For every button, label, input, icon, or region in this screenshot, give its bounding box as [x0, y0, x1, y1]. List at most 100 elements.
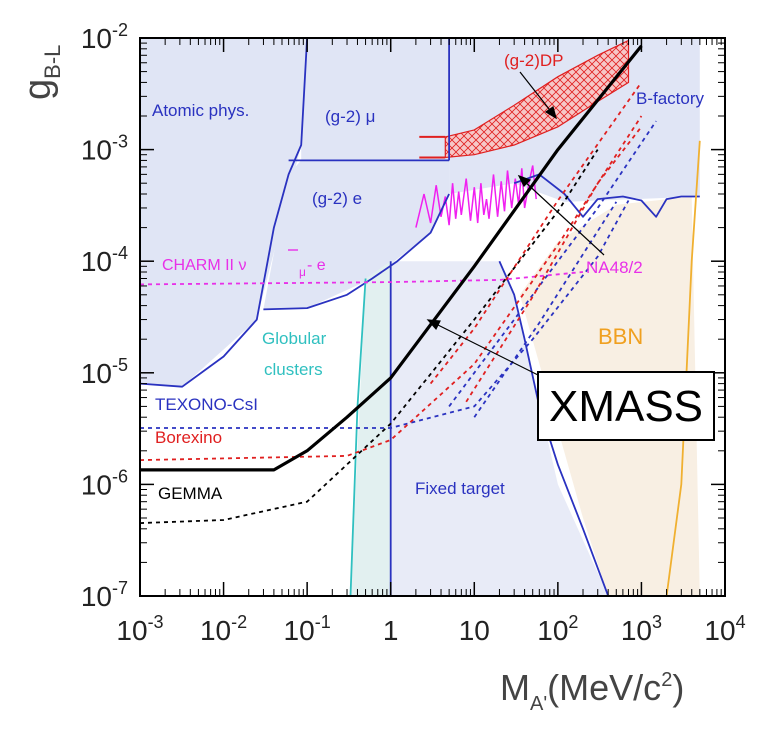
x-tick-label: 103 — [621, 612, 662, 646]
atomic-phys-label: Atomic phys. — [152, 101, 249, 120]
series-gemma — [140, 149, 599, 524]
regions-layer — [140, 38, 725, 596]
y-tick-exp: -2 — [112, 20, 128, 40]
x-tick-base: 10 — [704, 615, 735, 646]
series-charm-ii — [140, 271, 584, 286]
y-tick-base: 10 — [81, 135, 112, 166]
y-axis-label: gB-L — [17, 45, 65, 100]
g2dp-band — [444, 39, 630, 159]
x-label-main: M — [500, 667, 530, 708]
series-xmass — [140, 44, 643, 472]
x-tick-base: 10 — [284, 615, 315, 646]
globular-label-2: clusters — [264, 360, 323, 379]
y-tick-exp: -5 — [112, 355, 128, 375]
globular-label-1: Globular — [262, 329, 327, 348]
series-b-factory — [513, 173, 700, 218]
x-tick-exp: -3 — [148, 612, 164, 632]
x-tick-exp: -2 — [231, 612, 247, 632]
y-tick-label: 10-7 — [81, 578, 128, 612]
x-tick-exp: 2 — [568, 612, 578, 632]
xmass-label: XMASS — [549, 382, 703, 431]
na48-arrowhead — [517, 174, 532, 188]
annotation-arrows — [426, 71, 605, 381]
x-tick-exp: -1 — [315, 612, 331, 632]
y-tick-base: 10 — [81, 246, 112, 277]
x-tick-label: 10 — [459, 615, 490, 646]
svg-text:gB-L: gB-L — [17, 45, 65, 100]
na48-arrow — [522, 179, 605, 256]
x-label-close: ) — [672, 667, 684, 708]
x-tick-exp: 3 — [652, 612, 662, 632]
g2dp-band-layer — [419, 39, 630, 159]
y-tick-base: 10 — [81, 469, 112, 500]
y-tick-label: 10-4 — [81, 243, 128, 277]
xmass-box — [537, 371, 715, 441]
x-label-sup: 2 — [661, 669, 672, 691]
series-atomic-phys — [140, 38, 308, 388]
y-tick-base: 10 — [81, 581, 112, 612]
x-tick-label: 1 — [383, 615, 399, 646]
x-tick-label: 102 — [537, 612, 578, 646]
x-axis-label: MA'(MeV/c2) — [500, 667, 684, 715]
g2-e-label: (g-2) e — [312, 189, 362, 208]
x-tick-label: 104 — [704, 612, 745, 646]
series-texono-csi — [140, 200, 630, 429]
x-tick-base: 1 — [383, 615, 399, 646]
series-g-2-e — [263, 193, 450, 311]
y-tick-exp: -7 — [112, 578, 128, 598]
region-atomic-phys — [140, 38, 308, 387]
y-label-main: g — [17, 79, 59, 100]
x-tick-label: 10-1 — [284, 612, 331, 646]
x-tick-base: 10 — [459, 615, 490, 646]
bbn-label: BBN — [598, 324, 643, 349]
y-tick-label: 10-2 — [81, 20, 128, 54]
y-tick-label: 10-5 — [81, 355, 128, 389]
region-globular-clusters — [350, 261, 391, 596]
series-borexino — [140, 115, 643, 461]
xmass-arrowhead — [426, 319, 441, 331]
charm-ii-label: CHARM II ν — [162, 257, 246, 274]
b-factory-label: B-factory — [636, 89, 705, 108]
region-g-2-e — [263, 160, 450, 310]
x-tick-exp: 4 — [736, 612, 746, 632]
region-bbn — [350, 196, 700, 596]
series-xmass-dashed-red — [429, 81, 643, 385]
y-label-sub: B-L — [40, 45, 65, 79]
x-tick-base: 10 — [621, 615, 652, 646]
gemma-label: GEMMA — [158, 484, 223, 503]
fixed-target-label: Fixed target — [415, 479, 505, 498]
region-fixed-target — [390, 261, 609, 596]
texono-label: TEXONO-CsI — [155, 395, 258, 414]
x-label-sub: A' — [530, 693, 547, 715]
ticks-layer: 10-3 10-2 10-1 1 10 102 103 10410-210-310-410-5… — [81, 20, 746, 646]
xmass-arrow — [431, 321, 549, 381]
g2dp-arrow — [519, 71, 554, 115]
g2dp-label: (g-2)DP — [504, 51, 564, 70]
axes-frame — [139, 37, 726, 597]
y-tick-base: 10 — [81, 358, 112, 389]
x-tick-base: 10 — [116, 615, 147, 646]
charm-ii-mu-subscript: μ — [299, 265, 306, 279]
y-tick-base: 10 — [81, 23, 112, 54]
y-tick-label: 10-6 — [81, 466, 128, 500]
series-xmass-dashed-blue — [448, 120, 657, 407]
y-tick-exp: -4 — [112, 243, 128, 263]
x-label-unit: (MeV/c — [547, 667, 661, 708]
x-tick-base: 10 — [200, 615, 231, 646]
charm-ii-e-label: - e — [307, 257, 326, 274]
x-tick-label: 10-3 — [116, 612, 163, 646]
plot-frame — [139, 37, 726, 597]
na48-label: NA48/2 — [586, 258, 643, 277]
g2-mu-label: (g-2) μ — [325, 107, 375, 126]
y-tick-exp: -6 — [112, 466, 128, 486]
region-g-2-mu — [301, 38, 450, 161]
x-tick-base: 10 — [537, 615, 568, 646]
x-tick-label: 10-2 — [200, 612, 247, 646]
region-b-factory — [449, 38, 700, 202]
series-xmass-dashed-red-2 — [465, 126, 643, 403]
y-tick-label: 10-3 — [81, 132, 128, 166]
g2dp-arrowhead — [544, 106, 557, 120]
borexino-label: Borexino — [155, 428, 222, 447]
y-tick-exp: -3 — [112, 132, 128, 152]
